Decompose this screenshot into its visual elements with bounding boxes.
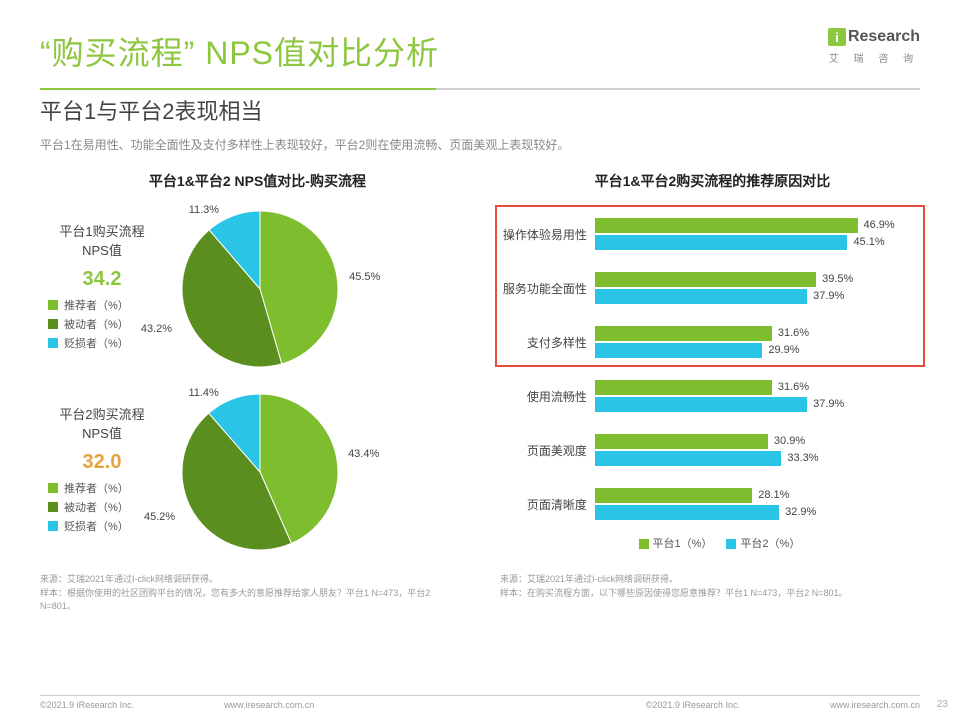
bar: 31.6% — [595, 380, 772, 395]
bar: 39.5% — [595, 272, 816, 287]
bar-value: 45.1% — [853, 235, 884, 250]
copyright-2: ©2021.9 iResearch Inc. — [646, 700, 740, 710]
bar: 37.9% — [595, 289, 807, 304]
bar: 30.9% — [595, 434, 768, 449]
bar-row: 页面清晰度28.1%32.9% — [495, 477, 930, 531]
legend-item: 贬损者（%） — [64, 335, 129, 351]
bar-row: 支付多样性31.6%29.9% — [495, 315, 930, 369]
right-column: 平台1&平台2购买流程的推荐原因对比 操作体验易用性46.9%45.1%服务功能… — [495, 171, 930, 567]
nps-value: 32.0 — [30, 451, 174, 474]
pie-label: 平台1购买流程NPS值 — [30, 223, 174, 259]
legend-item: 推荐者（%） — [64, 297, 129, 313]
bar-value: 28.1% — [758, 488, 789, 503]
pie-slice-label: 11.3% — [189, 204, 219, 216]
bottom-bar: ©2021.9 iResearch Inc. www.iresearch.com… — [40, 695, 920, 710]
footnote-right: 来源：艾瑞2021年通过I-click网络调研获得。样本：在购买流程方面，以下哪… — [500, 573, 920, 614]
bar-value: 37.9% — [813, 289, 844, 304]
pie-slice-label: 45.5% — [349, 271, 380, 283]
bar-legend-item: 平台2（%） — [740, 538, 800, 550]
pie-legend: 推荐者（%） 被动者（%） 贬损者（%） — [30, 480, 174, 534]
bar-value: 31.6% — [778, 326, 809, 341]
bar: 46.9% — [595, 218, 858, 233]
url-2: www.iresearch.com.cn — [830, 700, 920, 710]
bar-category-label: 页面清晰度 — [495, 496, 595, 513]
url-1: www.iresearch.com.cn — [224, 700, 314, 710]
page-number: 23 — [937, 699, 948, 710]
title-divider — [40, 88, 920, 90]
legend-item: 被动者（%） — [64, 316, 129, 332]
bar: 28.1% — [595, 488, 752, 503]
bar-legend-item: 平台1（%） — [653, 538, 713, 550]
footnote-left: 来源：艾瑞2021年通过I-click网络调研获得。样本：根据你使用的社区团购平… — [40, 573, 460, 614]
pie-slice-label: 45.2% — [144, 511, 175, 523]
bar-category-label: 服务功能全面性 — [495, 280, 595, 297]
bar: 37.9% — [595, 397, 807, 412]
bar-value: 31.6% — [778, 380, 809, 395]
pie-slice-label: 11.4% — [188, 387, 218, 399]
bar-value: 32.9% — [785, 505, 816, 520]
bar-category-label: 页面美观度 — [495, 442, 595, 459]
footnotes: 来源：艾瑞2021年通过I-click网络调研获得。样本：根据你使用的社区团购平… — [0, 567, 960, 614]
copyright-1: ©2021.9 iResearch Inc. — [40, 700, 134, 710]
bar-value: 29.9% — [768, 343, 799, 358]
pie-chart: 43.4%45.2%11.4% — [180, 392, 340, 552]
right-chart-title: 平台1&平台2购买流程的推荐原因对比 — [495, 171, 930, 191]
bar-value: 33.3% — [787, 451, 818, 466]
pie-chart: 45.5%43.2%11.3% — [180, 209, 340, 369]
bar: 33.3% — [595, 451, 781, 466]
content-area: 平台1&平台2 NPS值对比-购买流程 平台1购买流程NPS值 34.2 推荐者… — [0, 153, 960, 567]
pie-slice-label: 43.4% — [348, 448, 379, 460]
bar-category-label: 支付多样性 — [495, 334, 595, 351]
pie-label: 平台2购买流程NPS值 — [30, 406, 174, 442]
description: 平台1在易用性、功能全面性及支付多样性上表现较好，平台2则在使用流畅、页面美观上… — [0, 128, 960, 153]
bar-category-label: 使用流畅性 — [495, 388, 595, 405]
legend-item: 推荐者（%） — [64, 480, 129, 496]
legend-item: 被动者（%） — [64, 499, 129, 515]
bar-row: 操作体验易用性46.9%45.1% — [495, 207, 930, 261]
nps-value: 34.2 — [30, 268, 174, 291]
bar-row: 使用流畅性31.6%37.9% — [495, 369, 930, 423]
logo-icon: i — [828, 28, 846, 46]
left-column: 平台1&平台2 NPS值对比-购买流程 平台1购买流程NPS值 34.2 推荐者… — [30, 171, 485, 567]
bar-value: 37.9% — [813, 397, 844, 412]
bar-row: 服务功能全面性39.5%37.9% — [495, 261, 930, 315]
bar-chart: 操作体验易用性46.9%45.1%服务功能全面性39.5%37.9%支付多样性3… — [495, 201, 930, 531]
bar: 45.1% — [595, 235, 848, 250]
legend-item: 贬损者（%） — [64, 518, 129, 534]
bar: 29.9% — [595, 343, 762, 358]
page-title: “购买流程” NPS值对比分析 — [40, 28, 920, 74]
bar-value: 30.9% — [774, 434, 805, 449]
left-chart-title: 平台1&平台2 NPS值对比-购买流程 — [30, 171, 485, 191]
logo-subtext: 艾 瑞 咨 询 — [828, 50, 920, 65]
pie-slice-label: 43.2% — [141, 323, 172, 335]
bar-value: 39.5% — [822, 272, 853, 287]
bar: 32.9% — [595, 505, 779, 520]
bar-row: 页面美观度30.9%33.3% — [495, 423, 930, 477]
bar-category-label: 操作体验易用性 — [495, 226, 595, 243]
bar-value: 46.9% — [864, 218, 895, 233]
brand-logo: iResearch 艾 瑞 咨 询 — [828, 28, 920, 65]
logo-text: Research — [848, 28, 920, 45]
header: “购买流程” NPS值对比分析 iResearch 艾 瑞 咨 询 — [0, 0, 960, 82]
bar-legend: 平台1（%） 平台2（%） — [495, 535, 930, 551]
bar: 31.6% — [595, 326, 772, 341]
pie-block-1: 平台2购买流程NPS值 32.0 推荐者（%） 被动者（%） 贬损者（%） 43.4… — [30, 384, 485, 559]
pie-block-0: 平台1购买流程NPS值 34.2 推荐者（%） 被动者（%） 贬损者（%） 45.5… — [30, 201, 485, 376]
